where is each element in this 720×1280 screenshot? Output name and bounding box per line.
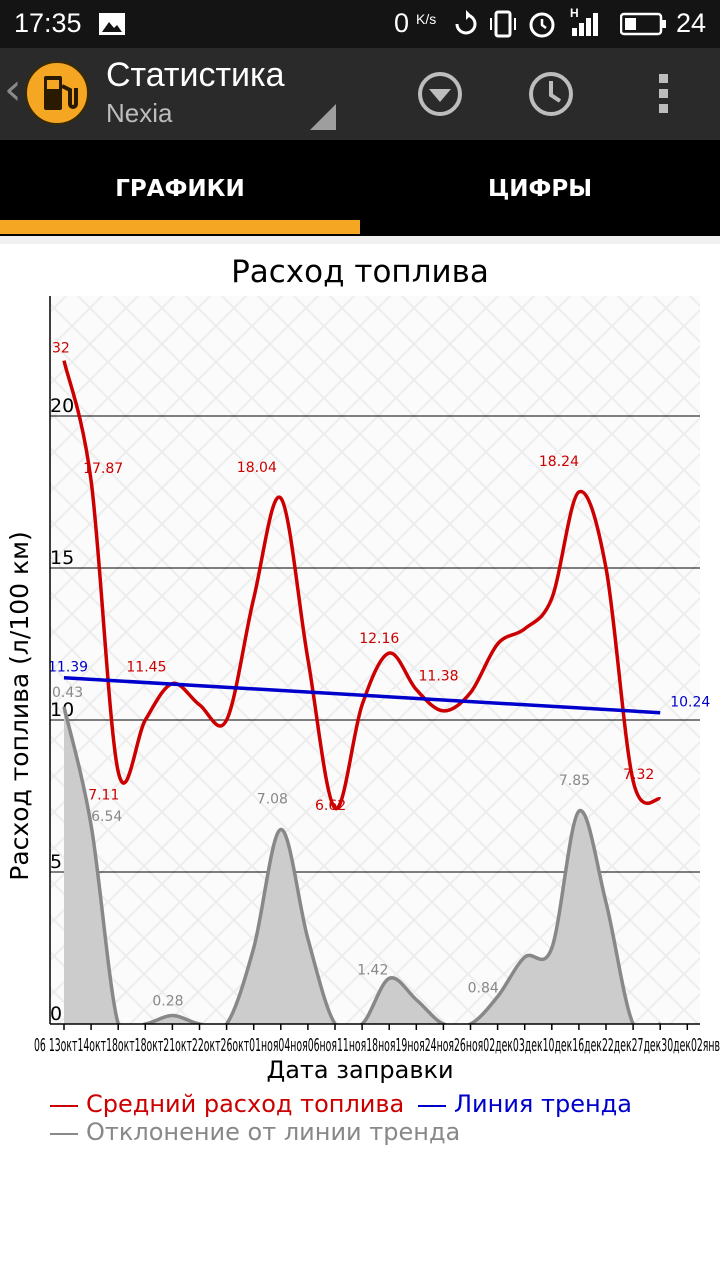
dropdown-circle-icon[interactable] <box>416 70 464 118</box>
fuel-pump-icon[interactable] <box>24 60 90 126</box>
y-tick-label: 10 <box>50 699 74 721</box>
battery-level: 24 <box>676 8 707 38</box>
data-label: 7.85 <box>559 773 590 789</box>
image-icon <box>99 13 125 35</box>
sync-icon <box>455 10 477 35</box>
tab-numbers[interactable]: ЦИФРЫ <box>487 176 593 202</box>
legend-label: Средний расход топлива <box>86 1090 404 1118</box>
battery-icon <box>620 12 666 36</box>
data-label: 6.62 <box>315 798 346 814</box>
average-consumption-line <box>62 360 662 810</box>
x-axis-label: Дата заправки <box>266 1056 453 1084</box>
more-vert-icon[interactable] <box>654 70 674 118</box>
back-button[interactable]: ‹ <box>4 64 22 115</box>
data-label: 32 <box>52 341 70 357</box>
data-label: 7.32 <box>623 767 654 783</box>
y-axis-label: Расход топлива (л/100 км) <box>5 531 34 880</box>
app-bar: ‹ Статистика Nexia <box>0 48 720 140</box>
data-label: 0.84 <box>468 981 499 997</box>
data-label: 0.43 <box>52 685 83 701</box>
data-label: 17.87 <box>83 461 123 477</box>
y-tick-label: 20 <box>50 395 74 417</box>
data-label: 7.08 <box>257 791 288 807</box>
network-speed: 0 <box>394 8 410 38</box>
legend-label: Линия тренда <box>454 1090 632 1118</box>
app-subtitle[interactable]: Nexia <box>106 98 173 128</box>
vibrate-icon <box>490 10 516 38</box>
y-tick-label: 0 <box>50 1003 62 1025</box>
chart-title: Расход топлива <box>231 254 489 290</box>
network-unit: K/s <box>416 11 437 27</box>
chart-top-gap <box>0 236 720 244</box>
trend-line <box>63 675 661 715</box>
alarm-icon <box>529 12 555 38</box>
clock-icon[interactable] <box>527 70 575 118</box>
signal-type: H <box>570 6 579 20</box>
tab-graphs[interactable]: ГРАФИКИ <box>115 176 245 202</box>
data-label: 1.42 <box>357 962 388 978</box>
data-label: 11.39 <box>48 660 88 676</box>
active-tab-indicator <box>0 220 360 234</box>
data-label: 6.54 <box>91 809 122 825</box>
status-time: 17:35 <box>14 8 82 38</box>
legend-label: Отклонение от линии тренда <box>86 1118 460 1146</box>
deviation-area <box>64 706 661 1024</box>
fuel-consumption-chart: 0 5 10 15 20 32 17.87 7.11 11.45 18.04 6.62 12.16 1… <box>0 236 720 1146</box>
y-tick-label: 15 <box>50 547 74 569</box>
data-label: 18.24 <box>539 454 579 470</box>
data-label: 11.45 <box>126 660 166 676</box>
data-label: 11.38 <box>419 669 459 685</box>
y-tick-label: 5 <box>50 851 62 873</box>
status-bar: 17:35 0 K/s H 24 <box>0 0 720 48</box>
x-tick-labels: 06 13окт14окт18окт18окт21окт22окт26окт01… <box>34 1035 720 1056</box>
data-label: 7.11 <box>88 788 119 804</box>
signal-icon <box>572 13 598 36</box>
data-label: 0.28 <box>152 993 183 1009</box>
data-label: 10.24 <box>670 695 710 711</box>
data-label: 18.04 <box>237 460 277 476</box>
data-label: 12.16 <box>359 631 399 647</box>
spinner-triangle-icon[interactable] <box>310 104 336 130</box>
app-title: Статистика <box>106 56 285 94</box>
